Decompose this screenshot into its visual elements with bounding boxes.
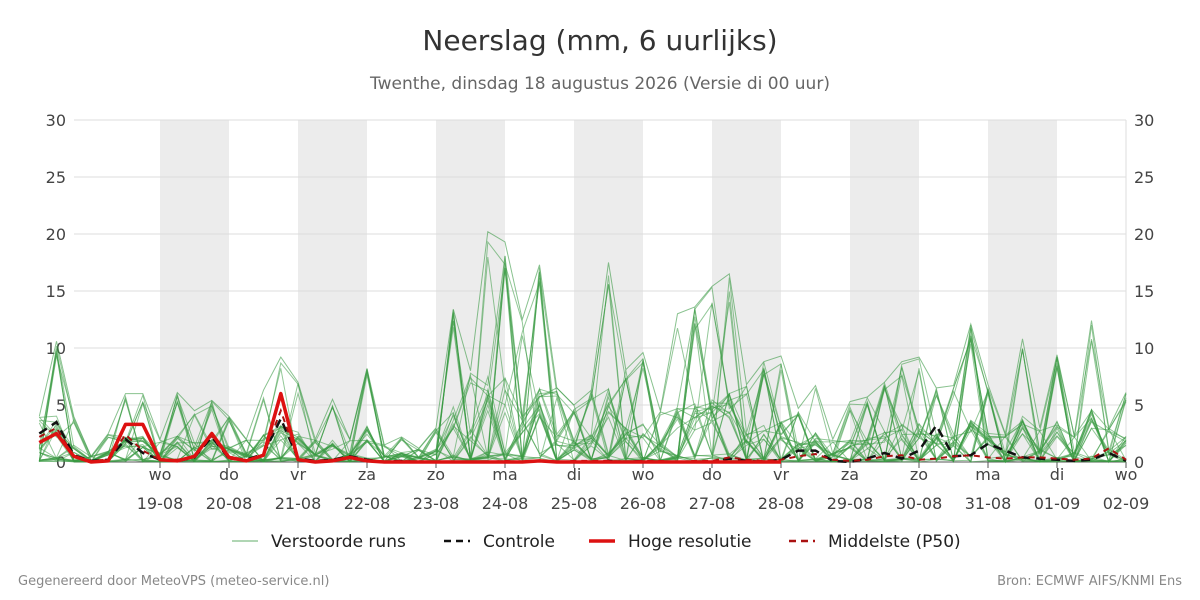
x-tick-weekday: za bbox=[841, 465, 859, 484]
x-tick-weekday: zo bbox=[427, 465, 445, 484]
x-tick-date: 20-08 bbox=[206, 494, 253, 513]
ensemble-run-line bbox=[38, 327, 1127, 464]
y-tick-label-right: 10 bbox=[1134, 339, 1154, 358]
x-tick-date: 29-08 bbox=[827, 494, 874, 513]
x-axis: wo 19-08 do 20-08 vr 21-08 za 22-08 zo 23-08 ma 24-… bbox=[74, 461, 1150, 513]
x-tick-weekday: di bbox=[567, 465, 582, 484]
main-series bbox=[38, 391, 1127, 464]
x-tick-weekday: ma bbox=[975, 465, 1000, 484]
x-tick-weekday: vr bbox=[290, 465, 306, 484]
hoge-resolutie-line bbox=[38, 391, 781, 464]
footer-source: Bron: ECMWF AIFS/KNMI Ens bbox=[997, 574, 1182, 589]
y-tick-label-right: 0 bbox=[1134, 453, 1144, 472]
x-tick-weekday: di bbox=[1050, 465, 1065, 484]
x-tick-weekday: zo bbox=[910, 465, 928, 484]
y-tick-label-right: 15 bbox=[1134, 282, 1154, 301]
y-tick-label-left: 20 bbox=[46, 225, 66, 244]
y-tick-label-left: 15 bbox=[46, 282, 66, 301]
ensemble-envelope-line bbox=[38, 230, 1127, 458]
x-tick-weekday: wo bbox=[149, 465, 172, 484]
y-axis-right: 0 5 10 15 20 25 30 bbox=[1134, 111, 1154, 472]
x-tick-date: 19-08 bbox=[137, 494, 184, 513]
x-tick-weekday: vr bbox=[773, 465, 789, 484]
ensemble-run-line bbox=[38, 269, 1127, 463]
x-tick-date: 26-08 bbox=[620, 494, 667, 513]
x-tick-date: 01-09 bbox=[1034, 494, 1081, 513]
ensemble-run-line bbox=[38, 302, 1127, 463]
legend-label-p50: Middelste (P50) bbox=[828, 532, 961, 552]
x-tick-date: 21-08 bbox=[275, 494, 322, 513]
footer-generated-by: Gegenereerd door MeteoVPS (meteo-service… bbox=[18, 574, 329, 589]
ensemble-run-line bbox=[39, 277, 1127, 463]
x-tick-weekday: do bbox=[702, 465, 722, 484]
y-tick-label-left: 5 bbox=[56, 396, 66, 415]
chart-subtitle: Twenthe, dinsdag 18 augustus 2026 (Versi… bbox=[369, 74, 830, 94]
y-tick-label-left: 30 bbox=[46, 111, 66, 130]
x-tick-weekday: ma bbox=[492, 465, 517, 484]
x-tick-weekday: za bbox=[358, 465, 376, 484]
legend-label-ensemble: Verstoorde runs bbox=[271, 532, 406, 552]
x-tick-date: 25-08 bbox=[551, 494, 598, 513]
x-tick-weekday: wo bbox=[632, 465, 655, 484]
y-tick-label-right: 30 bbox=[1134, 111, 1154, 130]
y-tick-label-right: 20 bbox=[1134, 225, 1154, 244]
x-tick-date: 22-08 bbox=[344, 494, 391, 513]
x-tick-date: 02-09 bbox=[1103, 494, 1150, 513]
x-tick-date: 27-08 bbox=[689, 494, 736, 513]
x-tick-date: 30-08 bbox=[896, 494, 943, 513]
y-tick-label-right: 25 bbox=[1134, 168, 1154, 187]
y-tick-label-right: 5 bbox=[1134, 396, 1144, 415]
x-tick-weekday: wo bbox=[1115, 465, 1138, 484]
legend-label-controle: Controle bbox=[483, 532, 555, 552]
ensemble-run-line bbox=[38, 262, 1127, 464]
x-tick-date: 24-08 bbox=[482, 494, 529, 513]
x-tick-date: 28-08 bbox=[758, 494, 805, 513]
y-tick-label-left: 25 bbox=[46, 168, 66, 187]
x-tick-date: 23-08 bbox=[413, 494, 460, 513]
ensemble-run-line bbox=[38, 240, 1127, 463]
legend-label-hoge_resolutie: Hoge resolutie bbox=[628, 532, 752, 552]
x-tick-date: 31-08 bbox=[965, 494, 1012, 513]
legend: Verstoorde runs Controle Hoge resolutie Mid… bbox=[232, 532, 961, 552]
chart-title: Neerslag (mm, 6 uurlijks) bbox=[422, 24, 777, 57]
x-tick-weekday: do bbox=[219, 465, 239, 484]
y-tick-label-left: 0 bbox=[56, 453, 66, 472]
